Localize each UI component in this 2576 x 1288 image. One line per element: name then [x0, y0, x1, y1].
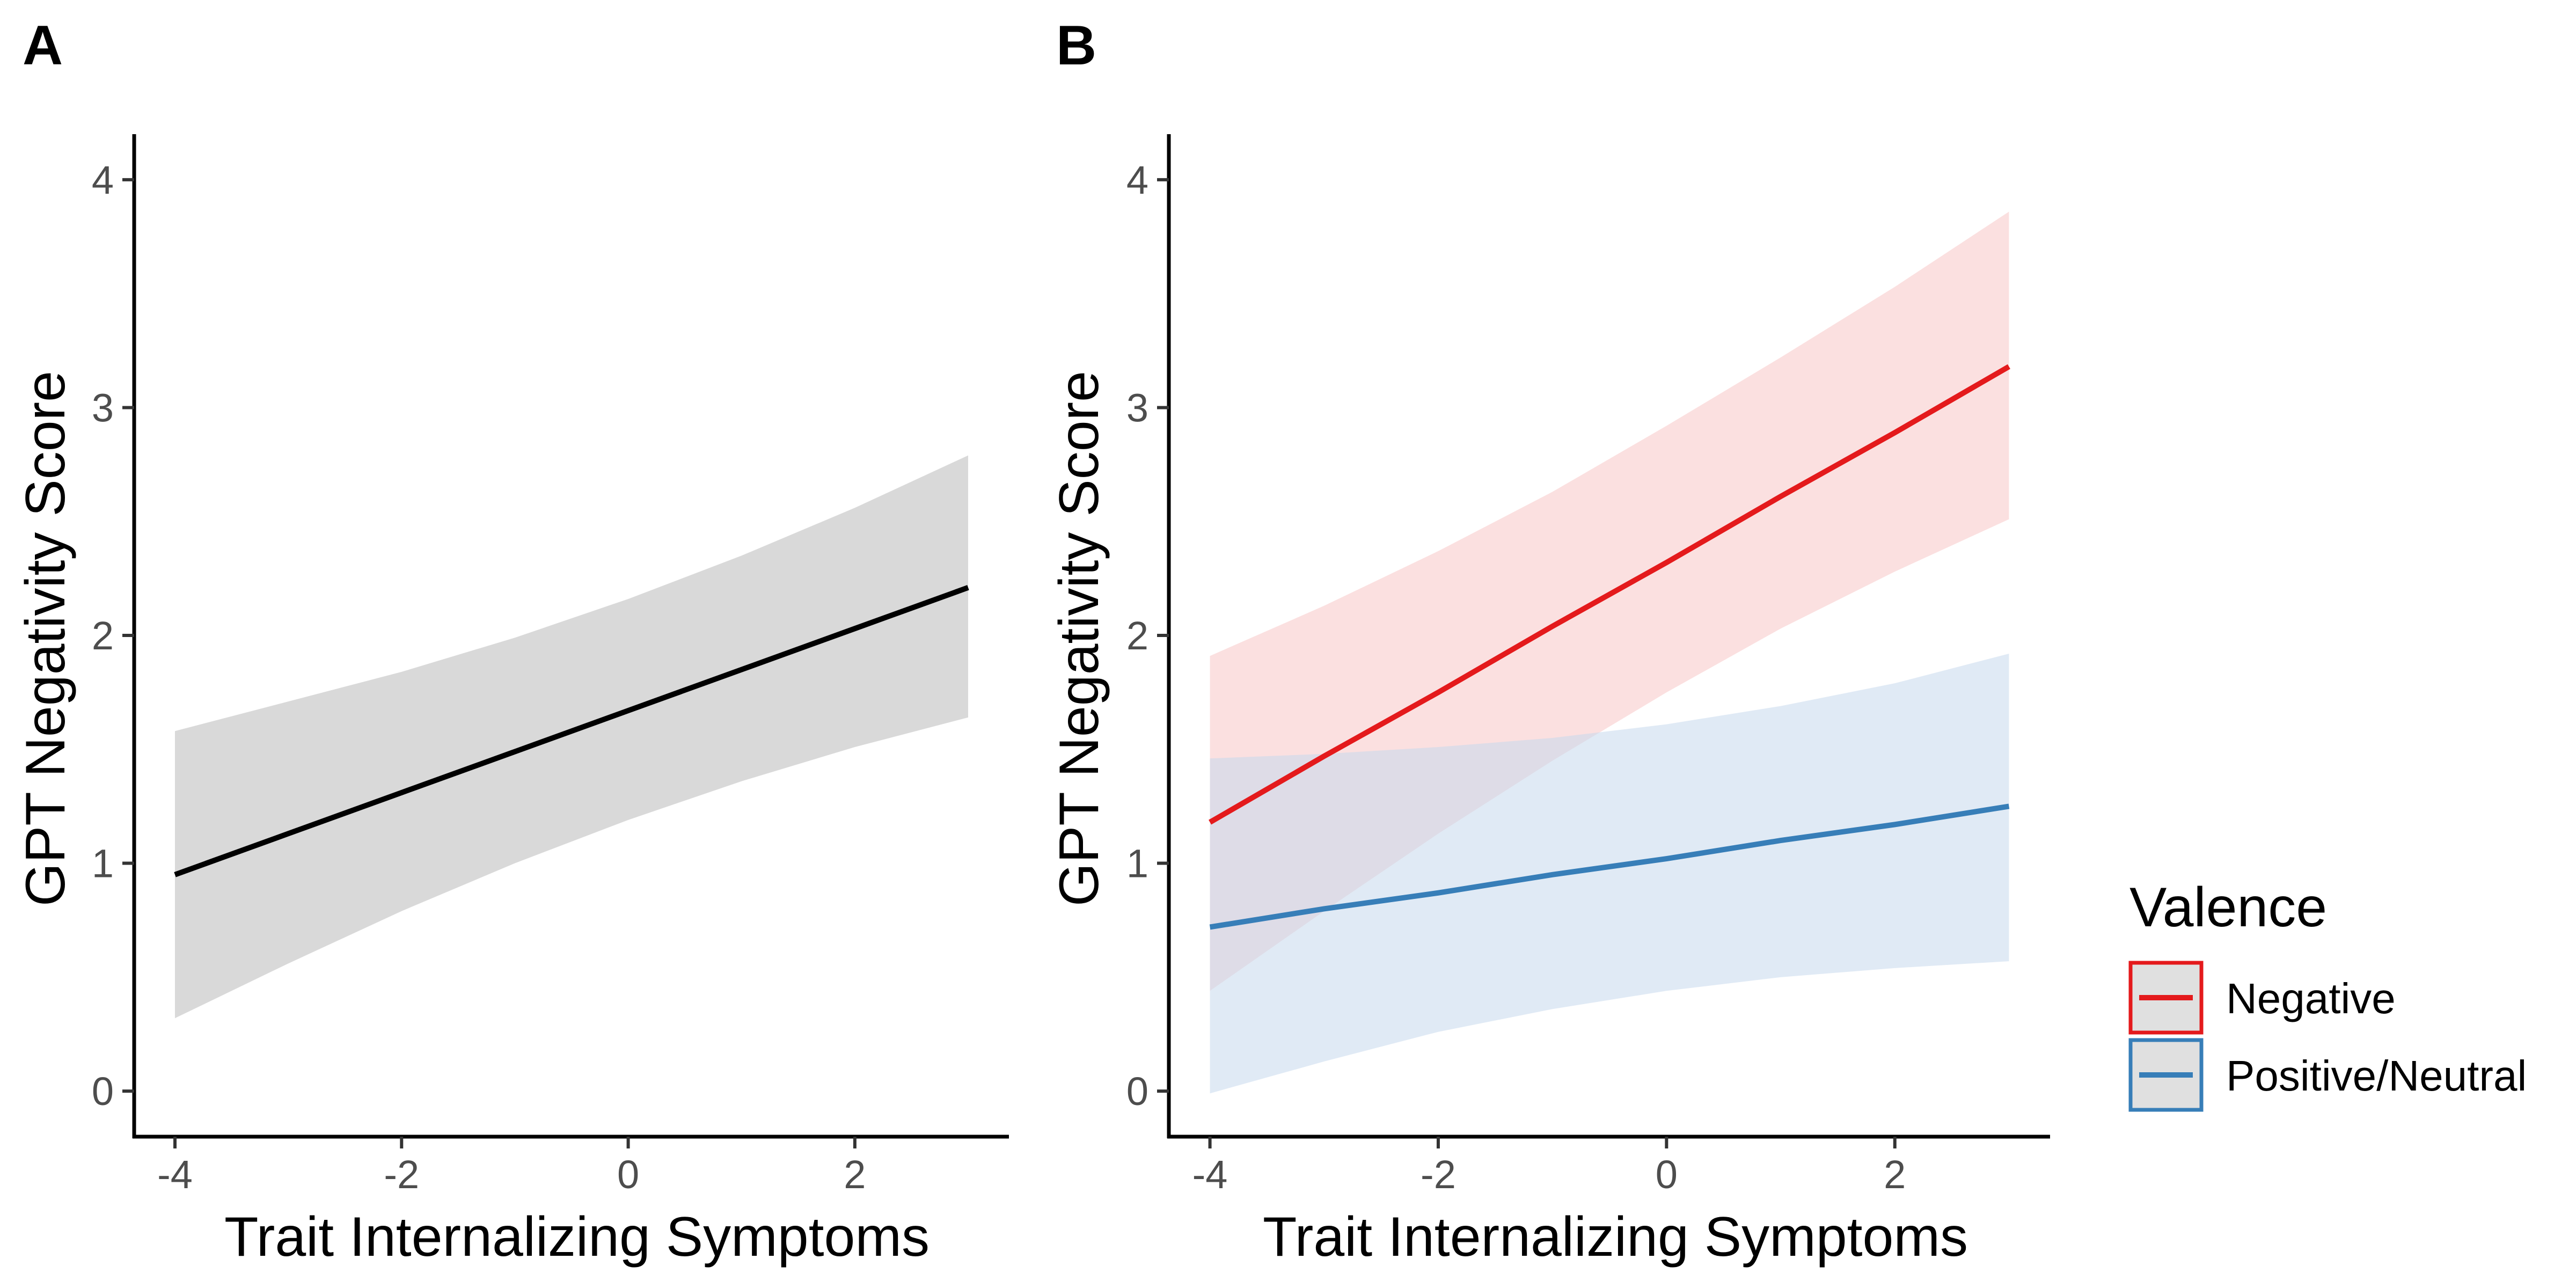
panel-b-y-tick-label: 2: [1126, 613, 1148, 658]
panel-b-y-tick-label: 0: [1126, 1069, 1148, 1114]
panel-b-x-axis-title: Trait Internalizing Symptoms: [1263, 1206, 1968, 1268]
legend-label-negative: Negative: [2226, 975, 2396, 1022]
panel-b: B -4 -2 0 2 0 1 2 3 4 Trait Internalizing Sympto…: [1048, 14, 2050, 1268]
panel-a-y-tick-label: 4: [92, 158, 114, 202]
panel-b-x-tick-label: 2: [1884, 1152, 1906, 1197]
panel-b-y-tick-label: 4: [1126, 158, 1148, 202]
panel-b-x-tick-label: -4: [1192, 1152, 1228, 1197]
panel-a-y-axis-title: GPT Negativity Score: [14, 371, 77, 906]
panel-a-fit-lines: [174, 585, 969, 877]
panel-a-y-tick-label: 1: [92, 841, 114, 886]
panel-a-x-tick-label: 2: [844, 1152, 866, 1197]
panel-b-y-tick-label: 1: [1126, 841, 1148, 886]
panel-b-y-axis-title: GPT Negativity Score: [1048, 371, 1110, 906]
panel-a: A -4 -2 0 2 0 1 2 3 4 Trait Internalizing Sympto…: [14, 14, 1009, 1268]
panel-b-line-negative: [1209, 364, 2010, 825]
panel-b-confidence-bands: [1210, 211, 2009, 1094]
panel-a-y-tick-label: 0: [92, 1069, 114, 1114]
legend-title: Valence: [2129, 876, 2327, 939]
panel-b-y-tick-label: 3: [1126, 385, 1148, 430]
panel-a-x-axis-title: Trait Internalizing Symptoms: [224, 1206, 930, 1268]
panel-a-axes: -4 -2 0 2 0 1 2 3 4: [92, 134, 1009, 1197]
panel-a-x-tick-label: 0: [617, 1152, 639, 1197]
panel-a-band-series-0: [175, 455, 968, 1019]
legend-label-positive-neutral: Positive/Neutral: [2226, 1052, 2527, 1100]
panel-a-confidence-bands: [175, 455, 968, 1019]
panel-b-axes: -4 -2 0 2 0 1 2 3 4: [1126, 134, 2050, 1197]
legend-item-positive-neutral: Positive/Neutral: [2128, 1038, 2527, 1112]
panel-a-y-tick-label: 2: [92, 613, 114, 658]
panel-a-line-series-0: [174, 585, 969, 877]
panel-b-x-tick-label: 0: [1656, 1152, 1678, 1197]
panel-b-x-tick-label: -2: [1421, 1152, 1456, 1197]
panel-b-line-positive-neutral: [1209, 803, 2010, 930]
panel-a-x-tick-label: -4: [157, 1152, 193, 1197]
panel-a-label: A: [23, 14, 63, 77]
panel-b-label: B: [1056, 14, 1096, 77]
panel-b-band-positive-neutral: [1210, 653, 2009, 1094]
panel-a-x-tick-label: -2: [384, 1152, 419, 1197]
panel-b-fit-lines: [1209, 364, 2010, 930]
legend: Valence Negative Positive/Neutral: [2128, 876, 2527, 1112]
legend-item-negative: Negative: [2128, 961, 2396, 1035]
panel-a-y-tick-label: 3: [92, 385, 114, 430]
